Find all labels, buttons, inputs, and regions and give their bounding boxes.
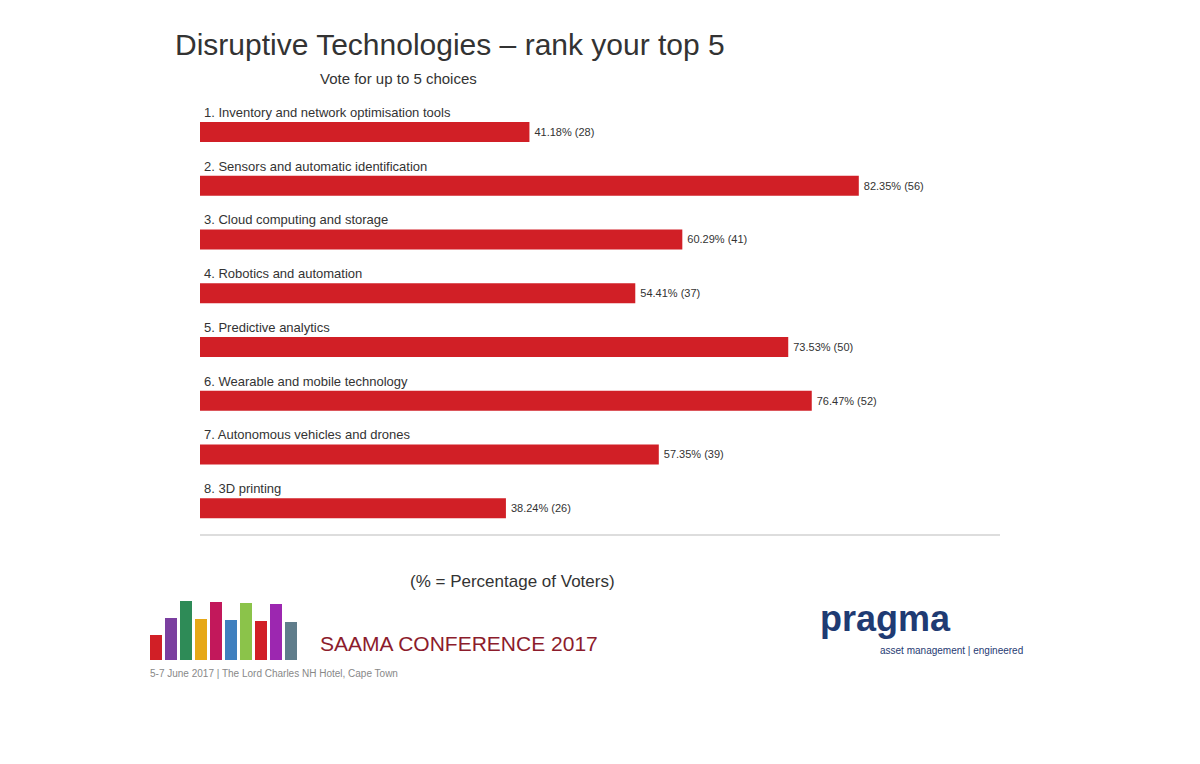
html-text:pragma: pragma [820, 598, 950, 639]
svg-text:4. Robotics and automation: 4. Robotics and automation [204, 266, 362, 281]
svg-text:54.41% (37): 54.41% (37) [640, 287, 700, 299]
svg-text:41.18% (28): 41.18% (28) [534, 126, 594, 138]
svg-text:73.53% (50): 73.53% (50) [793, 341, 853, 353]
svg-text:6. Wearable and mobile technol: 6. Wearable and mobile technology [204, 374, 408, 389]
svg-text:2. Sensors and automatic ident: 2. Sensors and automatic identification [204, 159, 427, 174]
html-text:SAAMA CONFERENCE 2017: SAAMA CONFERENCE 2017 [320, 632, 598, 655]
svg-text:7. Autonomous vehicles and dro: 7. Autonomous vehicles and drones [204, 427, 410, 442]
svg-text:82.35% (56): 82.35% (56) [864, 180, 924, 192]
html-text:Disruptive Technologies – rank: Disruptive Technologies – rank your top … [175, 28, 725, 61]
svg-text:60.29% (41): 60.29% (41) [687, 233, 747, 245]
svg-text:3. Cloud computing and storage: 3. Cloud computing and storage [204, 212, 388, 227]
svg-text:1. Inventory and network optim: 1. Inventory and network optimisation to… [204, 105, 451, 120]
html-text:Vote for up to 5 choices: Vote for up to 5 choices [320, 70, 477, 87]
svg-text:8. 3D printing: 8. 3D printing [204, 481, 281, 496]
svg-text:76.47% (52): 76.47% (52) [817, 395, 877, 407]
html-text:5-7 June 2017 | The Lord Charl: 5-7 June 2017 | The Lord Charles NH Hote… [150, 668, 398, 679]
html-text:asset management | engineered: asset management | engineered [880, 645, 1024, 656]
html-text:(% = Percentage of Voters): (% = Percentage of Voters) [410, 572, 615, 591]
svg-text:38.24% (26): 38.24% (26) [511, 502, 571, 514]
svg-text:5. Predictive analytics: 5. Predictive analytics [204, 320, 330, 335]
svg-text:57.35% (39): 57.35% (39) [664, 448, 724, 460]
